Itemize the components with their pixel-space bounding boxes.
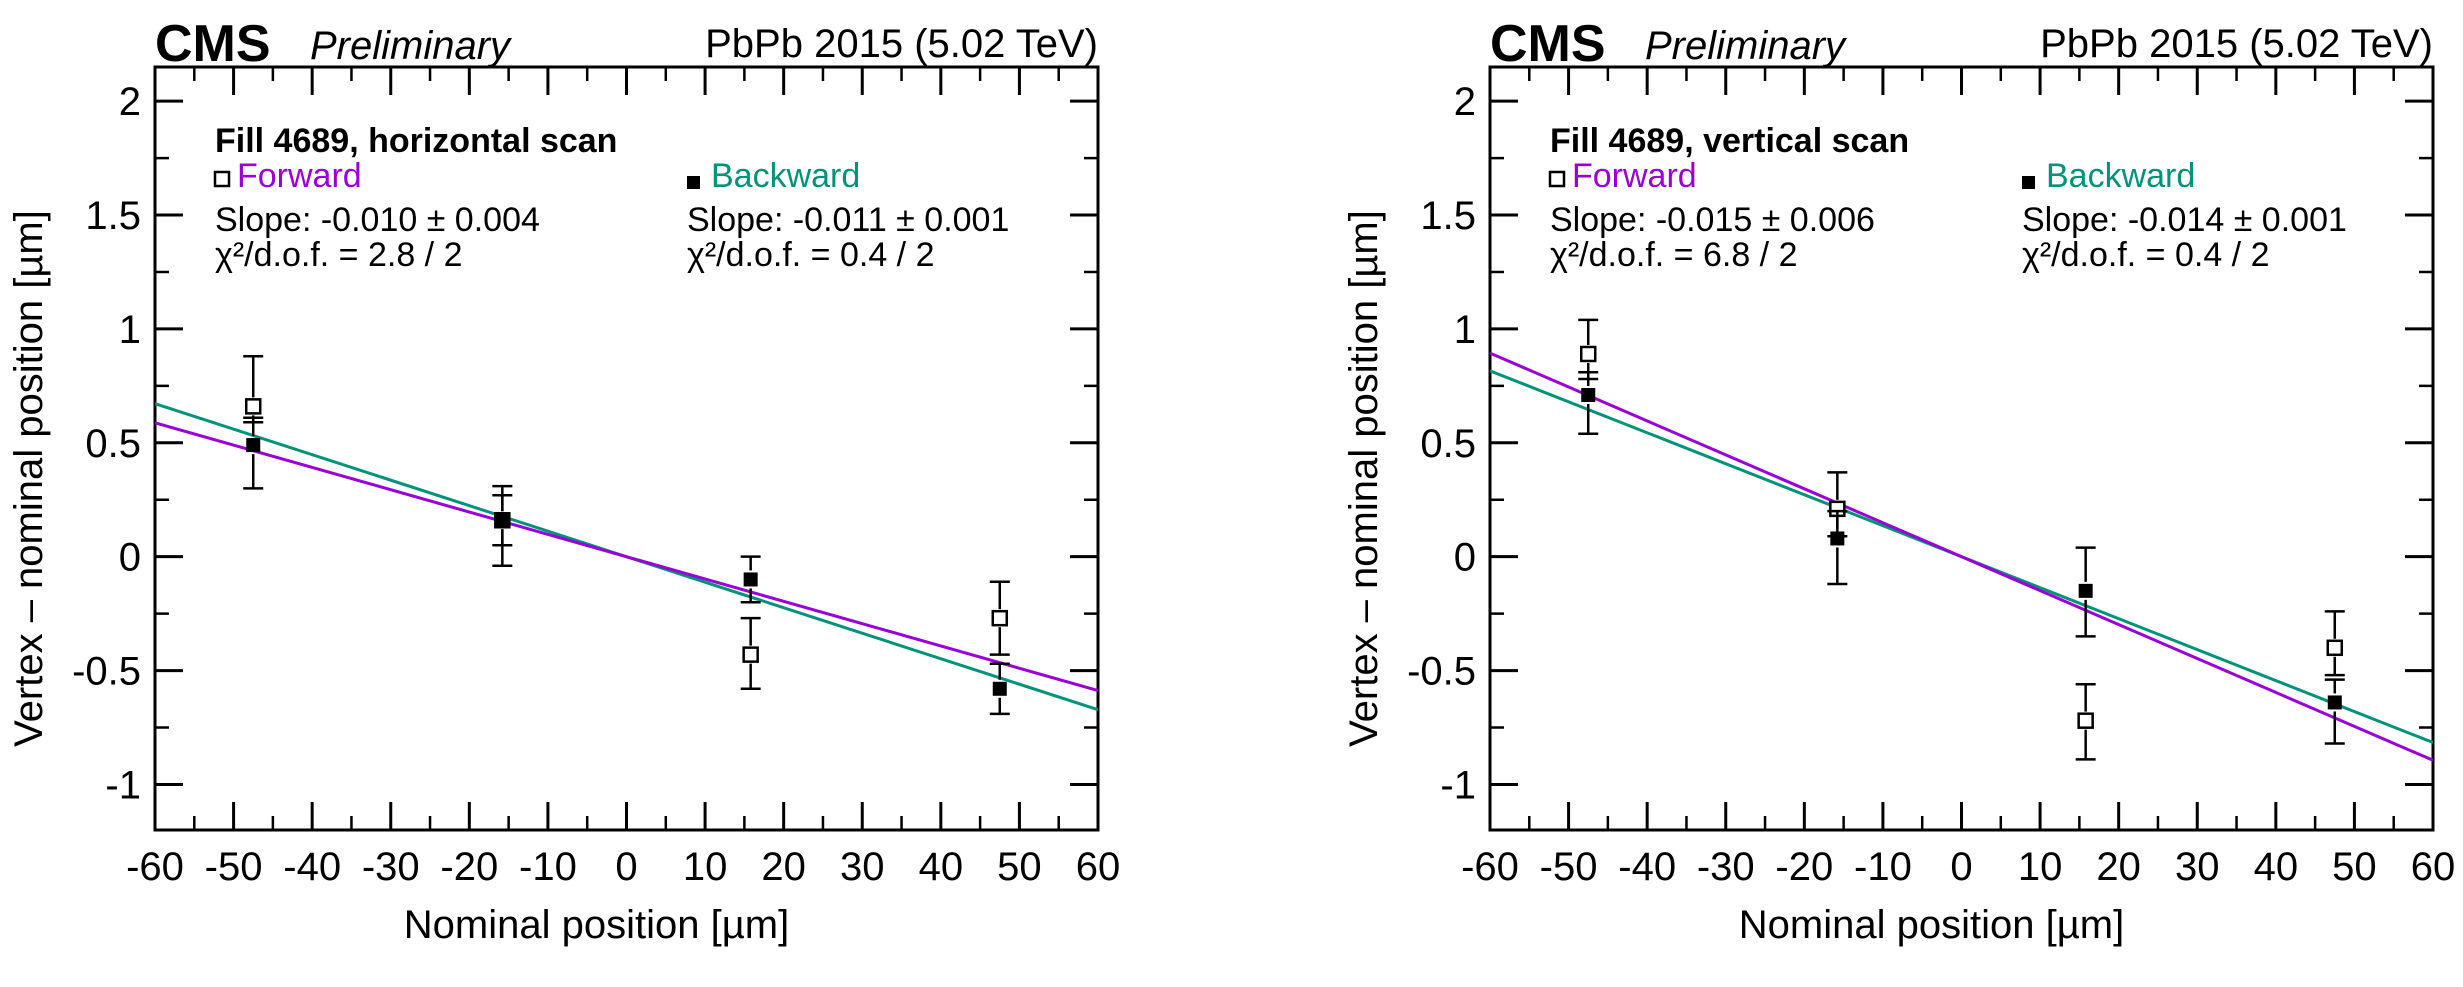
x-tick-label: -30 <box>362 845 420 889</box>
experiment-label: CMS <box>1490 15 1606 73</box>
data-point-backward <box>2078 583 2093 598</box>
x-axis-title: Nominal position [µm] <box>404 903 789 947</box>
x-tick-label: -60 <box>1461 845 1519 889</box>
x-tick-label: 30 <box>840 845 885 889</box>
x-tick-label: -40 <box>1618 845 1676 889</box>
x-tick-label: 10 <box>683 845 728 889</box>
x-tick-label: 0 <box>1950 845 1972 889</box>
y-tick-label: 0 <box>1454 536 1476 580</box>
x-tick-label: 50 <box>2332 845 2377 889</box>
x-tick-label: -40 <box>283 845 341 889</box>
legend-label-forward: Forward <box>237 157 362 195</box>
data-point-backward <box>495 513 510 528</box>
scan-title: Fill 4689, vertical scan <box>1550 122 1909 160</box>
data-point-backward <box>743 572 758 587</box>
legend-label-backward: Backward <box>711 157 860 195</box>
x-tick-label: 20 <box>761 845 806 889</box>
fit-line-forward <box>155 421 1098 693</box>
y-tick-label: 1.5 <box>1420 194 1476 238</box>
y-tick-label: 0 <box>119 536 141 580</box>
chart-panel-right: CMS Preliminary PbPb 2015 (5.02 TeV) -60 -50… <box>1342 15 2455 947</box>
y-axis-title: Vertex – nominal position [µm] <box>7 210 51 747</box>
data-point-backward <box>2327 695 2342 710</box>
y-tick-label: -0.5 <box>72 650 141 694</box>
fit-line-forward <box>1490 351 2433 762</box>
y-tick-label: -1 <box>105 763 141 807</box>
slope-forward: Slope: -0.015 ± 0.006 <box>1550 201 1875 239</box>
x-tick-label: -50 <box>205 845 263 889</box>
x-tick-label: 10 <box>2018 845 2063 889</box>
y-tick-label: 1.5 <box>85 194 141 238</box>
legend-marker-forward <box>1548 170 1566 188</box>
y-tick-label: 0.5 <box>1420 422 1476 466</box>
x-axis-title: Nominal position [µm] <box>1739 903 2124 947</box>
data-point-forward <box>244 398 262 415</box>
x-tick-label: 30 <box>2175 845 2220 889</box>
data-point-backward <box>1830 531 1845 546</box>
y-tick-label: 2 <box>119 80 141 124</box>
x-tick-label: 20 <box>2096 845 2141 889</box>
x-tick-label: -20 <box>440 845 498 889</box>
experiment-label: CMS <box>155 15 271 73</box>
chi2-forward: χ²/d.o.f. = 6.8 / 2 <box>1550 236 1797 274</box>
y-tick-label: -1 <box>1440 763 1476 807</box>
x-tick-label: 60 <box>1076 845 1121 889</box>
data-point-forward <box>2077 712 2094 729</box>
scan-title: Fill 4689, horizontal scan <box>215 122 617 160</box>
x-tick-label: -20 <box>1775 845 1833 889</box>
data-point-backward <box>992 681 1007 696</box>
run-label: PbPb 2015 (5.02 TeV) <box>705 22 1098 66</box>
slope-backward: Slope: -0.011 ± 0.001 <box>687 201 1009 239</box>
slope-backward: Slope: -0.014 ± 0.001 <box>2022 201 2347 239</box>
chi2-forward: χ²/d.o.f. = 2.8 / 2 <box>215 236 462 274</box>
x-tick-label: 50 <box>997 845 1042 889</box>
chart-panel-left: CMS Preliminary PbPb 2015 (5.02 TeV) -60 -50… <box>7 15 1120 947</box>
x-tick-label: 40 <box>919 845 964 889</box>
data-point-forward <box>2326 639 2344 657</box>
y-axis-title: Vertex – nominal position [µm] <box>1342 210 1386 747</box>
y-tick-label: 0.5 <box>85 422 141 466</box>
x-tick-label: 0 <box>615 845 637 889</box>
x-tick-label: -10 <box>519 845 577 889</box>
x-tick-label: -10 <box>1854 845 1912 889</box>
data-point-forward <box>991 609 1009 627</box>
data-point-forward <box>1579 345 1597 363</box>
y-tick-label: 2 <box>1454 80 1476 124</box>
status-label: Preliminary <box>1645 24 1848 68</box>
chi2-backward: χ²/d.o.f. = 0.4 / 2 <box>2022 236 2269 274</box>
data-point-backward <box>1581 387 1596 402</box>
y-tick-label: 1 <box>1454 308 1476 352</box>
legend-label-backward: Backward <box>2046 157 2195 195</box>
y-tick-label: -0.5 <box>1407 650 1476 694</box>
data-point-backward <box>246 438 261 453</box>
legend-label-forward: Forward <box>1572 157 1697 195</box>
data-point-forward <box>742 646 759 663</box>
run-label: PbPb 2015 (5.02 TeV) <box>2040 22 2433 66</box>
x-tick-label: 40 <box>2254 845 2299 889</box>
legend-marker-forward <box>213 170 231 188</box>
y-tick-label: 1 <box>119 308 141 352</box>
status-label: Preliminary <box>310 24 513 68</box>
legend-marker-backward <box>2022 176 2035 189</box>
x-tick-label: -30 <box>1697 845 1755 889</box>
x-tick-label: -50 <box>1540 845 1598 889</box>
x-tick-label: -60 <box>126 845 184 889</box>
slope-forward: Slope: -0.010 ± 0.004 <box>215 201 540 239</box>
chi2-backward: χ²/d.o.f. = 0.4 / 2 <box>687 236 934 274</box>
legend-marker-backward <box>687 176 700 189</box>
x-tick-label: 60 <box>2411 845 2456 889</box>
